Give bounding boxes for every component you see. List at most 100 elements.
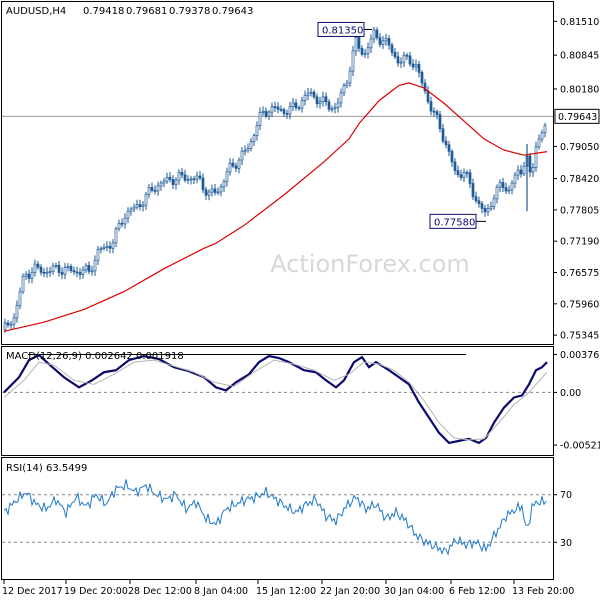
- candle-body: [45, 271, 49, 274]
- candle-body: [396, 56, 400, 64]
- candle-body: [123, 217, 127, 225]
- candle-body: [222, 181, 226, 188]
- candle-body: [336, 102, 340, 108]
- candle-body: [363, 53, 367, 55]
- annotation-label: 0.77580: [434, 217, 475, 228]
- candle-body: [306, 92, 310, 96]
- candle-body: [495, 186, 499, 200]
- candle-body: [399, 61, 403, 64]
- rsi-panel: [1, 457, 554, 580]
- candle-body: [528, 155, 532, 173]
- candle-body: [303, 95, 307, 101]
- candle-body: [378, 37, 382, 45]
- price-annotations: 0.81350 0.77580: [317, 21, 486, 229]
- candle-body: [99, 248, 103, 251]
- candle-body: [444, 140, 448, 146]
- candle-body: [276, 106, 280, 110]
- price-tick-label: 0.81510: [560, 17, 599, 28]
- candle-body: [150, 187, 154, 191]
- candle-body: [417, 64, 421, 73]
- candle-body: [318, 101, 322, 105]
- annotation-label: 0.81350: [322, 25, 363, 36]
- ohlc-low: 0.79378: [169, 6, 210, 17]
- candle-body: [234, 165, 238, 169]
- candle-body: [342, 85, 346, 94]
- candle-body: [18, 291, 22, 306]
- candle-body: [492, 198, 496, 207]
- candle-body: [387, 38, 391, 46]
- candle-body: [81, 269, 85, 275]
- candle-body: [366, 47, 370, 54]
- price-tick-label: 0.77190: [560, 237, 599, 248]
- annotation-box: [429, 213, 477, 229]
- time-tick-label: 15 Jan 12:00: [256, 586, 316, 597]
- candle-body: [312, 91, 316, 98]
- candle-body: [351, 50, 355, 72]
- candle-body: [456, 170, 460, 176]
- candle-body: [489, 206, 493, 210]
- candle-body: [411, 63, 415, 68]
- price-tick-label: 0.75345: [560, 331, 599, 342]
- candle-body: [294, 102, 298, 109]
- moving-average-line: [3, 82, 548, 332]
- macd-line: [3, 353, 548, 445]
- rsi-series: [3, 479, 547, 556]
- candle-body: [33, 263, 37, 273]
- candle-body: [372, 29, 376, 40]
- candle-body: [537, 138, 541, 148]
- candle-body: [510, 182, 514, 191]
- candle-body: [498, 182, 502, 188]
- candle-body: [120, 222, 124, 225]
- price-axis-ticks: 0.81510 0.80845 0.80180 0.79050 0.78420 0.778…: [553, 17, 600, 342]
- candle-body: [186, 179, 190, 181]
- candle-body: [291, 102, 295, 108]
- rsi-title: RSI(14) 63.5499: [6, 463, 87, 474]
- macd-panel: [1, 346, 554, 456]
- candle-body: [441, 128, 445, 142]
- candle-body: [324, 96, 328, 103]
- candle-body: [453, 161, 457, 171]
- candle-body: [39, 266, 43, 273]
- candle-body: [501, 182, 505, 188]
- candle-body: [15, 305, 19, 319]
- price-chart-title: AUDUSD,H4: [6, 6, 66, 17]
- candle-body: [333, 107, 337, 110]
- candle-body: [162, 180, 166, 184]
- candle-body: [477, 200, 481, 204]
- candle-body: [102, 247, 106, 249]
- candle-body: [126, 210, 130, 219]
- candle-body: [507, 189, 511, 192]
- candle-body: [228, 162, 232, 173]
- candle-body: [339, 92, 343, 104]
- candle-body: [240, 150, 244, 161]
- candle-body: [330, 108, 334, 111]
- candle-body: [12, 317, 16, 325]
- last-price-box: [554, 108, 600, 124]
- candle-body: [42, 272, 46, 274]
- candle-body: [393, 52, 397, 58]
- candle-body: [141, 204, 145, 207]
- candle-body: [27, 273, 31, 279]
- candle-body: [480, 203, 484, 209]
- ohlc-open: 0.79418: [83, 6, 124, 17]
- candle-body: [486, 208, 490, 213]
- candle-body: [66, 266, 70, 268]
- candle-body: [111, 242, 115, 249]
- ohlc-close: 0.79643: [212, 6, 253, 17]
- candle-body: [138, 204, 142, 207]
- rsi-tick-label: 70: [560, 490, 572, 501]
- watermark: ActionForex.com: [270, 250, 470, 278]
- candle-body: [201, 177, 205, 191]
- candle-body: [471, 183, 475, 198]
- time-tick-label: 22 Jan 20:00: [320, 586, 380, 597]
- candle-body: [180, 172, 184, 176]
- candle-body: [381, 40, 385, 45]
- candle-body: [450, 150, 454, 163]
- candle-body: [255, 125, 259, 136]
- candle-body: [195, 175, 199, 180]
- candle-body: [426, 90, 430, 102]
- candle-body: [459, 174, 463, 178]
- candle-body: [438, 114, 442, 130]
- candle-body: [435, 111, 439, 115]
